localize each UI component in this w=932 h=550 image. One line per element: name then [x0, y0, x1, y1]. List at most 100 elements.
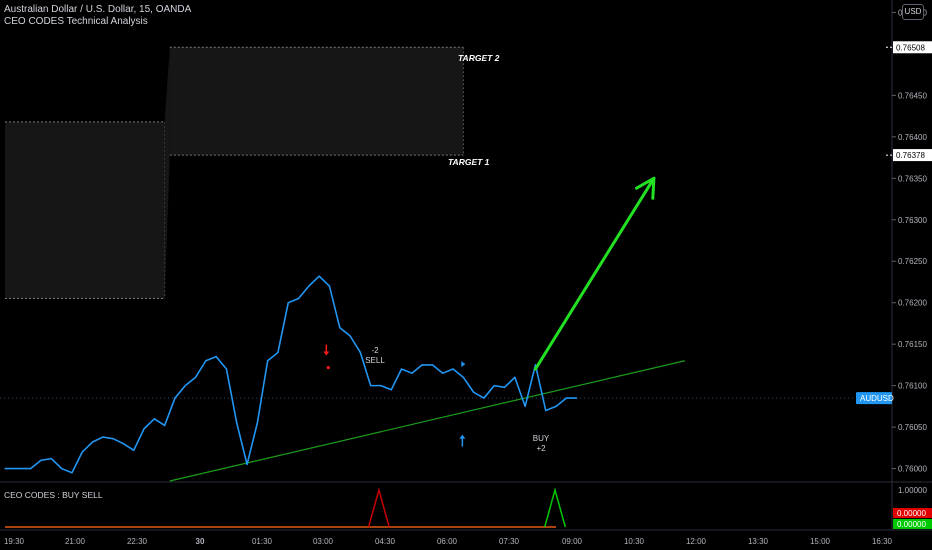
- price-point: [400, 368, 403, 370]
- price-tick-label: 0.76350: [898, 174, 927, 183]
- symbol-title[interactable]: Australian Dollar / U.S. Dollar, 15, OAN…: [4, 4, 192, 15]
- sell-signal-label: SELL: [365, 356, 385, 365]
- price-point: [473, 391, 475, 393]
- price-point: [91, 441, 94, 443]
- target-price-badge: [893, 41, 932, 54]
- oscillator-buy-badge: [893, 519, 932, 529]
- target-1-label: TARGET 1: [448, 157, 490, 167]
- price-point: [452, 368, 454, 370]
- sell-signal-count: -2: [371, 346, 379, 355]
- price-point: [287, 302, 289, 304]
- price-tick-label: 0.76100: [898, 382, 927, 391]
- price-tick-label: 0.76150: [898, 340, 927, 349]
- price-tick-label: 0.76400: [898, 133, 927, 142]
- price-point: [277, 351, 279, 354]
- price-point: [236, 422, 238, 424]
- price-point: [246, 463, 248, 466]
- price-point: [61, 467, 63, 470]
- time-tick-label: 13:30: [748, 537, 769, 546]
- price-point: [102, 436, 104, 438]
- time-axis: 19:30 21:00 22:30 30 01:30 03:00 04:30 06:00 07:…: [0, 529, 932, 546]
- oscillator-buy-spike: [543, 487, 567, 528]
- price-point: [462, 376, 464, 378]
- buy-signal-label: BUY: [532, 434, 550, 443]
- price-point: [545, 409, 547, 412]
- buy-arrow-head: [459, 434, 466, 439]
- price-tick-label: 0.76200: [898, 299, 927, 308]
- chart-header: Australian Dollar / U.S. Dollar, 15, OAN…: [4, 4, 191, 28]
- price-point: [122, 443, 125, 445]
- trend-line: [169, 360, 685, 482]
- time-tick-label: 03:00: [313, 537, 334, 546]
- price-point: [174, 397, 176, 399]
- price-point: [225, 368, 228, 370]
- price-point: [71, 472, 73, 474]
- price-point: [514, 376, 516, 378]
- indicator-title[interactable]: CEO CODES Technical Analysis: [4, 16, 148, 27]
- price-point: [164, 424, 166, 427]
- price-point: [81, 451, 83, 453]
- price-point: [370, 385, 372, 387]
- price-point: [153, 418, 155, 420]
- target-price-label: 0.76378: [896, 151, 925, 160]
- forecast-arrow: [533, 176, 656, 371]
- price-point: [442, 372, 444, 374]
- price-point: [328, 285, 331, 287]
- price-point: [133, 449, 135, 451]
- price-line: [5, 275, 577, 474]
- time-tick-label: 10:30: [624, 537, 645, 546]
- price-point: [524, 405, 526, 407]
- price-point: [411, 372, 413, 374]
- buy-point-marker: [461, 361, 466, 368]
- sell-arrow-head: [323, 351, 330, 356]
- forecast-arrow-head: [634, 176, 656, 200]
- price-point: [483, 397, 485, 399]
- time-tick-label: 12:00: [686, 537, 707, 546]
- price-point: [493, 385, 495, 387]
- price-point: [359, 351, 361, 354]
- price-tick-label: 0.76300: [898, 216, 927, 225]
- price-point: [318, 275, 320, 277]
- price-point: [349, 335, 351, 337]
- price-point: [534, 364, 537, 366]
- price-point: [421, 364, 423, 366]
- oscillator-sell-spike: [367, 487, 390, 528]
- price-tick-label: 0.76250: [898, 257, 927, 266]
- time-tick-label: 06:00: [437, 537, 458, 546]
- time-tick-label: 22:30: [127, 537, 148, 546]
- time-tick-label: 04:30: [375, 537, 396, 546]
- oscillator-label[interactable]: CEO CODES : BUY SELL: [4, 490, 103, 500]
- time-tick-label: 19:30: [4, 537, 25, 546]
- price-tick-label: 0.76050: [898, 423, 927, 432]
- price-point: [4, 467, 6, 470]
- buy-signal-text: BUY +2: [530, 434, 552, 454]
- target-zone-connector: [164, 47, 170, 299]
- target-2-label: TARGET 2: [458, 53, 500, 63]
- price-point: [215, 356, 217, 358]
- oscillator-buy-badge-label: 0.00000: [897, 520, 926, 529]
- time-tick-label: 07:30: [499, 537, 520, 546]
- buy-signal-count: +2: [536, 444, 546, 453]
- price-point: [339, 326, 341, 329]
- price-point: [390, 389, 392, 391]
- sell-signal-text: -2 SELL: [364, 346, 386, 366]
- sell-point-marker: [326, 365, 330, 370]
- price-point: [431, 364, 434, 366]
- price-point: [184, 385, 186, 387]
- oscillator-sell-badge-label: 0.00000: [897, 509, 926, 518]
- price-point: [205, 360, 207, 362]
- time-tick-label: 21:00: [65, 537, 86, 546]
- signal-markers: [323, 344, 466, 447]
- currency-button[interactable]: USD: [902, 4, 924, 20]
- price-point: [503, 386, 506, 388]
- price-point: [380, 385, 382, 387]
- price-point: [194, 376, 197, 378]
- time-tick-label: 09:00: [562, 537, 583, 546]
- price-point: [565, 397, 567, 399]
- time-tick-label: 01:30: [252, 537, 273, 546]
- target-zone-2: [169, 47, 464, 156]
- trend-line-group: [169, 360, 685, 482]
- symbol-badge: [856, 392, 892, 405]
- price-point: [267, 360, 269, 362]
